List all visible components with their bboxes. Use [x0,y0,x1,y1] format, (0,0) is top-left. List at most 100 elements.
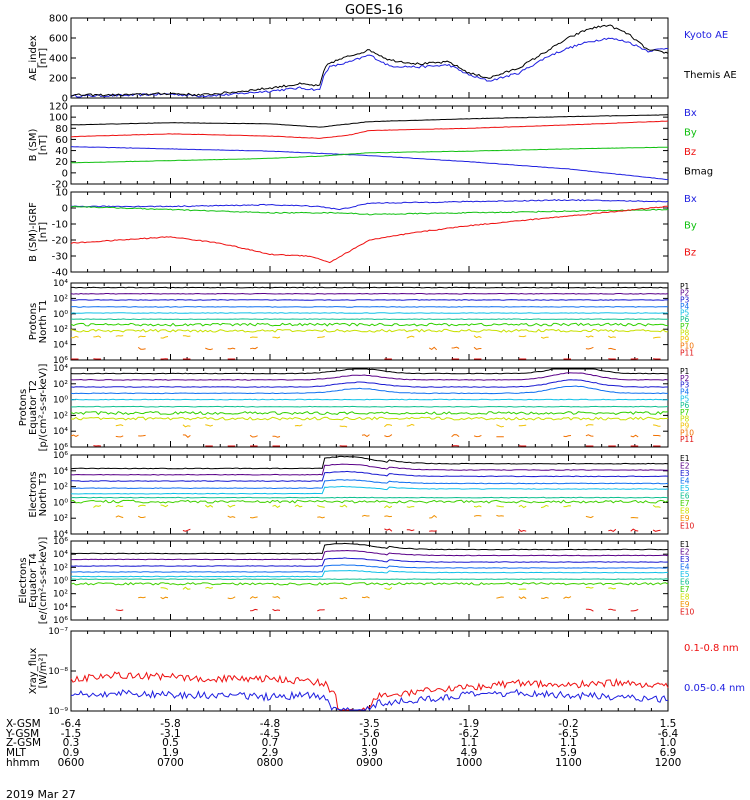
channel-fragment-p9 [585,424,594,427]
y-tick-label: 10⁻⁹ [48,707,68,717]
channel-fragment-p10 [585,346,594,350]
channel-fragment-p9 [384,424,393,428]
y-tick-label: -20 [52,180,68,191]
channel-fragment-e10 [406,529,415,532]
legend-entry: Bz [684,147,696,158]
y-tick-label: 10⁰ [53,310,68,320]
series-line-themis-ae [70,24,669,97]
channel-fragment-p9 [70,335,79,339]
y-axis-label: [nT] [38,222,49,242]
channel-fragment-p10 [473,434,482,438]
channel-fragment-p10 [272,435,281,438]
channel-fragment-e9 [585,515,594,519]
channel-fragment-e9 [541,596,549,600]
channel-fragment-e10 [630,528,639,532]
y-axis-label: B (SM) [28,128,39,161]
channel-fragment-e10 [250,608,258,612]
y-tick-label: 10⁻⁷ [48,627,68,637]
channel-fragment-p9 [272,336,281,339]
footer-row-label: MLT [6,747,26,759]
channel-fragment-p10 [137,346,146,350]
footer-row-label: hhmm [6,757,40,769]
legend-entry: P8 [680,415,690,424]
footer-value: 0700 [157,757,184,769]
series-line-bx [70,146,669,181]
channel-fragment-e9 [115,515,124,519]
channel-fragment-p9 [317,336,325,339]
legend-entry: E1 [680,540,690,549]
y-tick-label: 10² [53,563,68,573]
channel-fragment-p9 [115,424,124,427]
y-tick-label: -10 [52,220,68,231]
footer-value: 0.9 [63,747,80,759]
channel-fragment-e10 [608,528,617,532]
channel-fragment-e8 [339,504,348,508]
footer-value: -4.5 [260,728,281,740]
series-line-by [70,205,669,216]
y-tick-label: 400 [49,54,68,65]
legend-entry: E2 [680,462,690,471]
channel-line-e6 [70,496,669,499]
footer-row-label: Y-GSM [5,728,39,740]
channel-line-e3 [70,557,669,567]
footer-value: 1.5 [660,718,677,730]
legend-entry: P8 [680,328,690,337]
y-tick-label: 10⁴ [53,279,68,289]
y-tick-label: 10⁰ [53,498,68,508]
channel-line-e3 [71,470,669,482]
channel-fragment-e10 [518,529,527,532]
legend-entry: P9 [680,422,690,431]
y-tick-label: 10² [53,590,68,600]
channel-fragment-p9 [608,335,616,339]
channel-fragment-p9 [160,336,169,339]
legend-entry: P1 [680,282,690,291]
channel-fragment-p9 [585,335,594,338]
channel-fragment-p10 [227,347,236,350]
channel-fragment-e8 [473,505,482,508]
footer-value: 2.9 [262,747,279,759]
footer-value: -0.2 [558,718,579,730]
footer-value: -5.8 [160,718,181,730]
channel-line-p7 [70,411,669,416]
y-tick-label: 10² [53,325,68,335]
legend-entry: P7 [680,322,690,331]
legend-entry: E6 [680,492,690,501]
footer-value: -4.8 [260,718,281,730]
footer-value: -1.5 [61,728,82,740]
footer-value: -6.4 [658,728,679,740]
footer-value: 3.9 [361,747,378,759]
legend-entry: P6 [680,401,690,410]
channel-fragment-p10 [249,346,258,350]
channel-fragment-e9 [429,514,438,519]
footer-value: -6.5 [558,728,579,740]
legend-entry: E4 [680,477,690,486]
channel-fragment-e10 [630,608,639,612]
y-tick-label: 10² [53,514,68,524]
channel-fragment-p10 [249,434,258,438]
y-tick-label: 0 [62,94,68,105]
y-tick-label: 10⁴ [53,550,68,560]
channel-fragment-e9 [384,515,392,518]
y-axis-label: [nT] [38,135,49,155]
channel-fragment-e10 [182,528,191,532]
channel-fragment-p9 [496,424,504,428]
channel-line-p6 [70,318,668,321]
channel-fragment-p10 [563,435,572,438]
channel-fragment-e9 [496,514,504,517]
footer-value: 1100 [555,757,582,769]
legend-entry: By [684,128,697,139]
y-tick-label: 0 [62,204,68,215]
series-line-by [71,146,668,164]
channel-fragment-e10 [317,609,325,612]
channel-fragment-e9 [496,596,504,599]
y-tick-label: -30 [52,252,68,263]
y-axis-label: North T1 [38,300,49,344]
channel-fragment-p10 [361,434,370,438]
channel-fragment-e9 [249,596,258,599]
channel-fragment-p9 [406,423,415,427]
channel-fragment-e8 [563,505,572,508]
channel-fragment-e8 [160,587,169,590]
legend-entry: P1 [680,367,690,376]
channel-fragment-e8 [160,504,169,508]
legend-entry: P7 [680,408,690,417]
